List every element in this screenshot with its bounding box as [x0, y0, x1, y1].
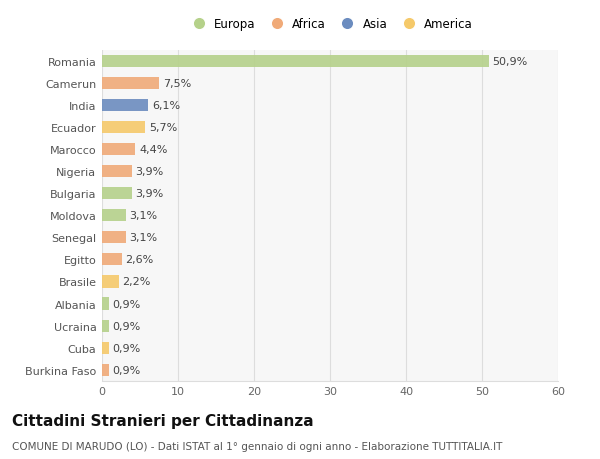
Bar [102, 166, 131, 178]
Text: 3,9%: 3,9% [136, 189, 164, 199]
Legend: Europa, Africa, Asia, America: Europa, Africa, Asia, America [182, 13, 478, 36]
Bar [102, 232, 125, 244]
Text: 5,7%: 5,7% [149, 123, 178, 133]
Bar [102, 78, 159, 90]
Bar [102, 276, 119, 288]
Text: 2,6%: 2,6% [125, 255, 154, 265]
Text: 0,9%: 0,9% [113, 299, 141, 309]
Text: 0,9%: 0,9% [113, 365, 141, 375]
Bar [102, 56, 489, 67]
Text: 0,9%: 0,9% [113, 321, 141, 331]
Text: 3,1%: 3,1% [130, 233, 157, 243]
Text: 50,9%: 50,9% [493, 56, 528, 67]
Bar [102, 364, 109, 376]
Text: Cittadini Stranieri per Cittadinanza: Cittadini Stranieri per Cittadinanza [12, 413, 314, 428]
Bar [102, 100, 148, 112]
Bar [102, 122, 145, 134]
Bar [102, 254, 122, 266]
Bar [102, 298, 109, 310]
Bar [102, 342, 109, 354]
Bar [102, 210, 125, 222]
Text: 4,4%: 4,4% [139, 145, 167, 155]
Text: 6,1%: 6,1% [152, 101, 180, 111]
Text: 2,2%: 2,2% [122, 277, 151, 287]
Bar [102, 188, 131, 200]
Text: 3,1%: 3,1% [130, 211, 157, 221]
Bar [102, 144, 136, 156]
Bar [102, 320, 109, 332]
Text: 0,9%: 0,9% [113, 343, 141, 353]
Text: 7,5%: 7,5% [163, 78, 191, 89]
Text: 3,9%: 3,9% [136, 167, 164, 177]
Text: COMUNE DI MARUDO (LO) - Dati ISTAT al 1° gennaio di ogni anno - Elaborazione TUT: COMUNE DI MARUDO (LO) - Dati ISTAT al 1°… [12, 441, 502, 451]
